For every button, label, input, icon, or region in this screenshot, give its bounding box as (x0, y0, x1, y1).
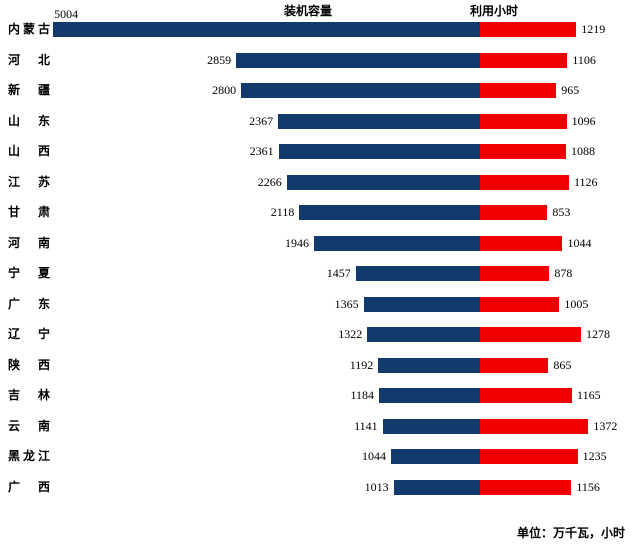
capacity-bar (286, 174, 480, 190)
hours-bar (480, 113, 567, 129)
hours-value-label: 1165 (577, 388, 601, 402)
capacity-bar (299, 205, 480, 220)
series-label-installed-capacity: 装机容量 (284, 4, 333, 18)
category-label: 宁夏 (8, 266, 50, 280)
hours-value-label: 965 (561, 83, 580, 97)
capacity-bar (363, 296, 480, 312)
capacity-value-label: 1457 (326, 266, 351, 280)
capacity-value-label: 2361 (249, 144, 274, 158)
hours-bar (480, 205, 548, 220)
hours-value-label: 1156 (576, 479, 600, 494)
hours-bar (480, 479, 572, 495)
hours-bar (480, 235, 563, 251)
category-label: 新疆 (8, 83, 50, 97)
capacity-bar (390, 449, 480, 464)
category-label: 黑龙江 (8, 449, 50, 463)
category-label: 陕西 (8, 357, 50, 372)
hours-value-label: 1044 (567, 235, 592, 250)
capacity-value-label: 2859 (207, 52, 232, 67)
hours-bar (480, 83, 557, 98)
capacity-bar (314, 235, 480, 251)
capacity-value-label: 1365 (334, 296, 359, 311)
hours-value-label: 1005 (564, 296, 589, 311)
capacity-value-label: 2800 (212, 83, 237, 97)
category-label: 山东 (8, 113, 50, 128)
hours-value-label: 853 (552, 205, 571, 219)
category-label: 云南 (8, 418, 50, 433)
category-label: 内蒙古 (8, 22, 50, 36)
capacity-value-label: 5004 (54, 7, 79, 21)
capacity-bar (278, 113, 480, 129)
capacity-value-label: 1322 (338, 327, 363, 341)
hours-value-label: 1372 (593, 418, 618, 433)
capacity-bar (236, 52, 480, 68)
category-label: 河北 (8, 52, 50, 67)
capacity-value-label: 1044 (361, 449, 386, 463)
hours-value-label: 1096 (571, 113, 596, 128)
series-label-utilization-hours: 利用小时 (470, 4, 519, 18)
capacity-value-label: 1013 (364, 479, 389, 494)
hours-value-label: 1235 (582, 449, 607, 463)
hours-bar (480, 449, 578, 464)
category-label: 广西 (8, 479, 50, 494)
capacity-value-label: 1184 (350, 388, 374, 402)
hours-bar (480, 174, 569, 190)
hours-bar (480, 388, 573, 403)
hours-value-label: 1088 (570, 144, 595, 158)
hours-value-label: 878 (554, 266, 573, 280)
hours-bar (480, 266, 550, 281)
capacity-bar (53, 22, 480, 37)
capacity-bar (355, 266, 480, 281)
capacity-bar (367, 327, 480, 342)
capacity-value-label: 2118 (270, 205, 295, 219)
hours-value-label: 865 (553, 357, 572, 372)
capacity-bar (393, 479, 480, 495)
category-label: 甘肃 (8, 205, 50, 219)
capacity-bar (382, 418, 480, 434)
capacity-value-label: 2367 (249, 113, 274, 128)
capacity-value-label: 1192 (349, 357, 374, 372)
hours-bar (480, 22, 577, 37)
hours-bar (480, 357, 549, 373)
capacity-value-label: 1946 (285, 235, 309, 250)
hours-value-label: 1106 (572, 52, 596, 67)
capacity-bar (278, 144, 480, 159)
unit-note: 单位：万千瓦，小时 (516, 526, 625, 540)
capacity-bar (379, 388, 480, 403)
category-label: 吉林 (8, 388, 50, 402)
category-label: 山西 (8, 144, 50, 158)
category-label: 广东 (8, 296, 50, 311)
hours-bar (480, 52, 568, 68)
hours-bar (480, 327, 581, 342)
hours-bar (480, 418, 589, 434)
capacity-bar (378, 357, 480, 373)
hours-value-label: 1126 (573, 174, 598, 189)
category-label: 辽宁 (8, 327, 50, 341)
hours-bar (480, 144, 566, 159)
hours-value-label: 1278 (585, 327, 610, 341)
hours-bar (480, 296, 560, 312)
category-label: 河南 (8, 235, 50, 250)
category-label: 江苏 (8, 174, 50, 189)
capacity-value-label: 2266 (257, 174, 282, 189)
capacity-bar (241, 83, 480, 98)
capacity-value-label: 1141 (354, 418, 378, 433)
hours-value-label: 1219 (581, 22, 606, 36)
